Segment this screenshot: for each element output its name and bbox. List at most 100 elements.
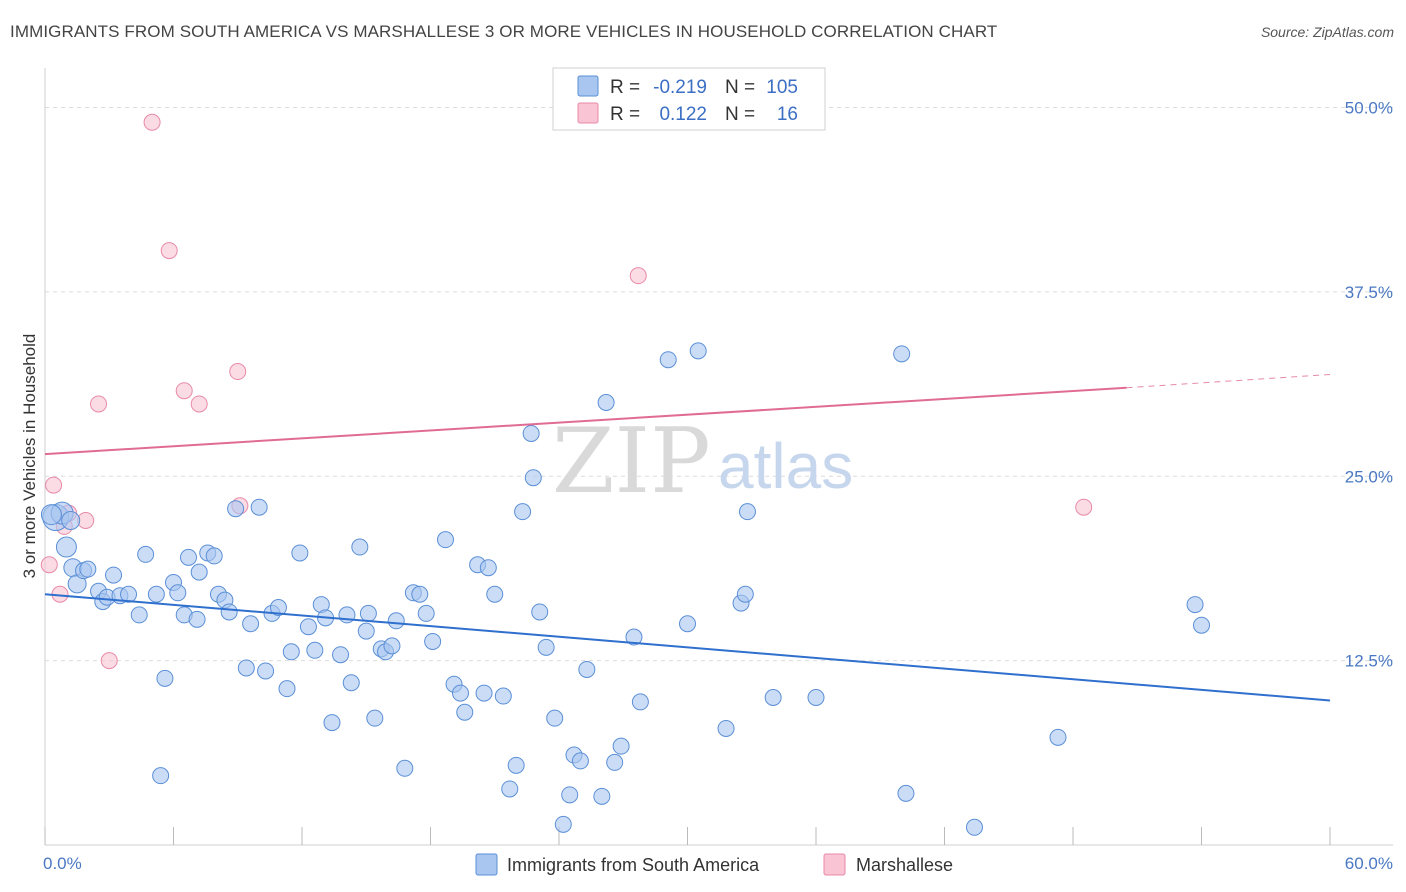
legend-n-label: N =: [725, 104, 755, 125]
marshallese-point: [175, 382, 193, 400]
legend-n-value: 105: [766, 77, 798, 98]
south-america-point: [383, 637, 401, 655]
south-america-point: [717, 719, 735, 737]
x-tick-label: 0.0%: [43, 854, 82, 873]
south-america-point: [965, 818, 983, 836]
south-america-trend-line: [44, 593, 1331, 702]
south-america-point: [606, 753, 624, 771]
south-america-point: [494, 687, 512, 705]
south-america-point: [351, 538, 369, 556]
south-america-point: [205, 547, 223, 565]
legend-n-label: N =: [725, 77, 755, 98]
marshallese-point: [143, 113, 161, 131]
south-america-point: [1193, 616, 1210, 634]
legend-label-south-america: Immigrants from South America: [507, 855, 760, 875]
south-america-point: [764, 689, 782, 706]
south-america-point: [137, 545, 155, 563]
marshallese-point: [190, 395, 208, 413]
south-america-point: [546, 709, 564, 727]
south-america-point: [479, 559, 497, 577]
south-america-point: [387, 612, 405, 630]
legend-n-value: 16: [777, 104, 798, 125]
south-america-point: [190, 563, 208, 581]
south-america-point: [105, 566, 123, 584]
marshallese-point: [100, 652, 118, 670]
south-america-point: [237, 659, 255, 677]
grid-lines: [45, 107, 1393, 662]
south-america-point: [269, 599, 287, 617]
south-america-point: [436, 531, 454, 549]
x-tick-labels: 0.0% 60.0%: [43, 854, 1393, 873]
south-america-point: [291, 544, 309, 562]
watermark-atlas: atlas: [718, 430, 853, 502]
marshallese-point: [90, 395, 108, 413]
y-tick-label: 37.5%: [1345, 283, 1393, 302]
y-tick-labels: 12.5% 25.0% 37.5% 50.0%: [1345, 99, 1393, 671]
south-america-point: [417, 604, 435, 622]
south-america-point: [40, 504, 62, 526]
y-tick-label: 25.0%: [1345, 467, 1393, 486]
marshallese-point: [629, 267, 647, 285]
marshallese-point: [160, 242, 178, 260]
marshallese-trend-extension: [1126, 373, 1331, 389]
south-america-point: [486, 585, 504, 603]
y-tick-label: 12.5%: [1345, 652, 1393, 671]
south-america-point: [299, 618, 317, 636]
south-america-point: [411, 585, 429, 603]
marshallese-point: [45, 476, 63, 494]
south-america-point: [612, 737, 630, 755]
south-america-point: [507, 756, 525, 774]
legend-swatch-blue: [475, 853, 498, 876]
south-america-point: [578, 660, 596, 678]
south-america-point: [147, 585, 165, 603]
x-tick-label: 60.0%: [1345, 854, 1393, 873]
south-america-point: [130, 606, 148, 624]
legend-label-marshallese: Marshallese: [856, 855, 953, 875]
south-america-point: [531, 603, 549, 621]
south-america-point: [1049, 728, 1067, 746]
south-america-point: [227, 500, 245, 518]
south-america-point: [537, 638, 555, 656]
south-america-point: [250, 498, 268, 516]
correlation-legend: R = -0.219 N = 105 R = 0.122 N = 16: [552, 67, 826, 131]
south-america-point: [179, 548, 197, 566]
south-america-point: [188, 610, 206, 628]
south-america-point: [359, 604, 377, 622]
south-america-point: [451, 684, 469, 702]
south-america-point: [625, 628, 643, 646]
south-america-point: [424, 632, 442, 650]
south-america-point: [169, 584, 187, 602]
south-america-point: [897, 784, 915, 802]
series-legend: Immigrants from South America Marshalles…: [475, 853, 953, 876]
south-america-point: [282, 643, 300, 661]
south-america-point: [55, 536, 77, 558]
chart-title: IMMIGRANTS FROM SOUTH AMERICA VS MARSHAL…: [10, 22, 998, 41]
south-america-point: [597, 394, 615, 411]
south-america-point: [120, 585, 138, 603]
south-america-point: [456, 703, 474, 721]
south-america-point: [152, 767, 170, 785]
south-america-point: [738, 503, 756, 521]
south-america-point: [679, 615, 696, 633]
south-america-point: [306, 641, 324, 659]
south-america-point: [278, 680, 296, 698]
legend-r-label: R =: [610, 104, 640, 125]
south-america-point: [342, 674, 360, 692]
south-america-point: [524, 469, 542, 487]
south-america-point: [156, 669, 174, 687]
south-america-point: [396, 759, 414, 777]
south-america-point: [61, 511, 81, 530]
south-america-point: [571, 752, 589, 770]
marshallese-trend-line: [44, 386, 1127, 456]
south-america-point: [593, 787, 611, 805]
south-america-point: [366, 709, 384, 727]
south-america-point: [807, 689, 825, 706]
south-america-point: [554, 815, 572, 833]
watermark-zip: ZIP: [552, 409, 711, 514]
legend-swatch-pink: [577, 102, 599, 124]
south-america-point: [514, 503, 532, 521]
south-america-point: [332, 646, 350, 664]
south-america-point: [1186, 596, 1204, 614]
south-america-point: [561, 786, 579, 804]
